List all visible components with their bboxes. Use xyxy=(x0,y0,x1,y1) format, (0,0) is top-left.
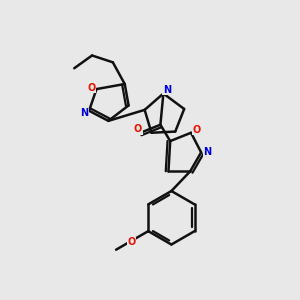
Text: O: O xyxy=(128,237,136,247)
Text: N: N xyxy=(203,147,211,157)
Text: N: N xyxy=(80,108,89,118)
Text: O: O xyxy=(87,82,95,93)
Text: N: N xyxy=(163,85,171,95)
Text: O: O xyxy=(134,124,142,134)
Text: O: O xyxy=(192,125,200,135)
